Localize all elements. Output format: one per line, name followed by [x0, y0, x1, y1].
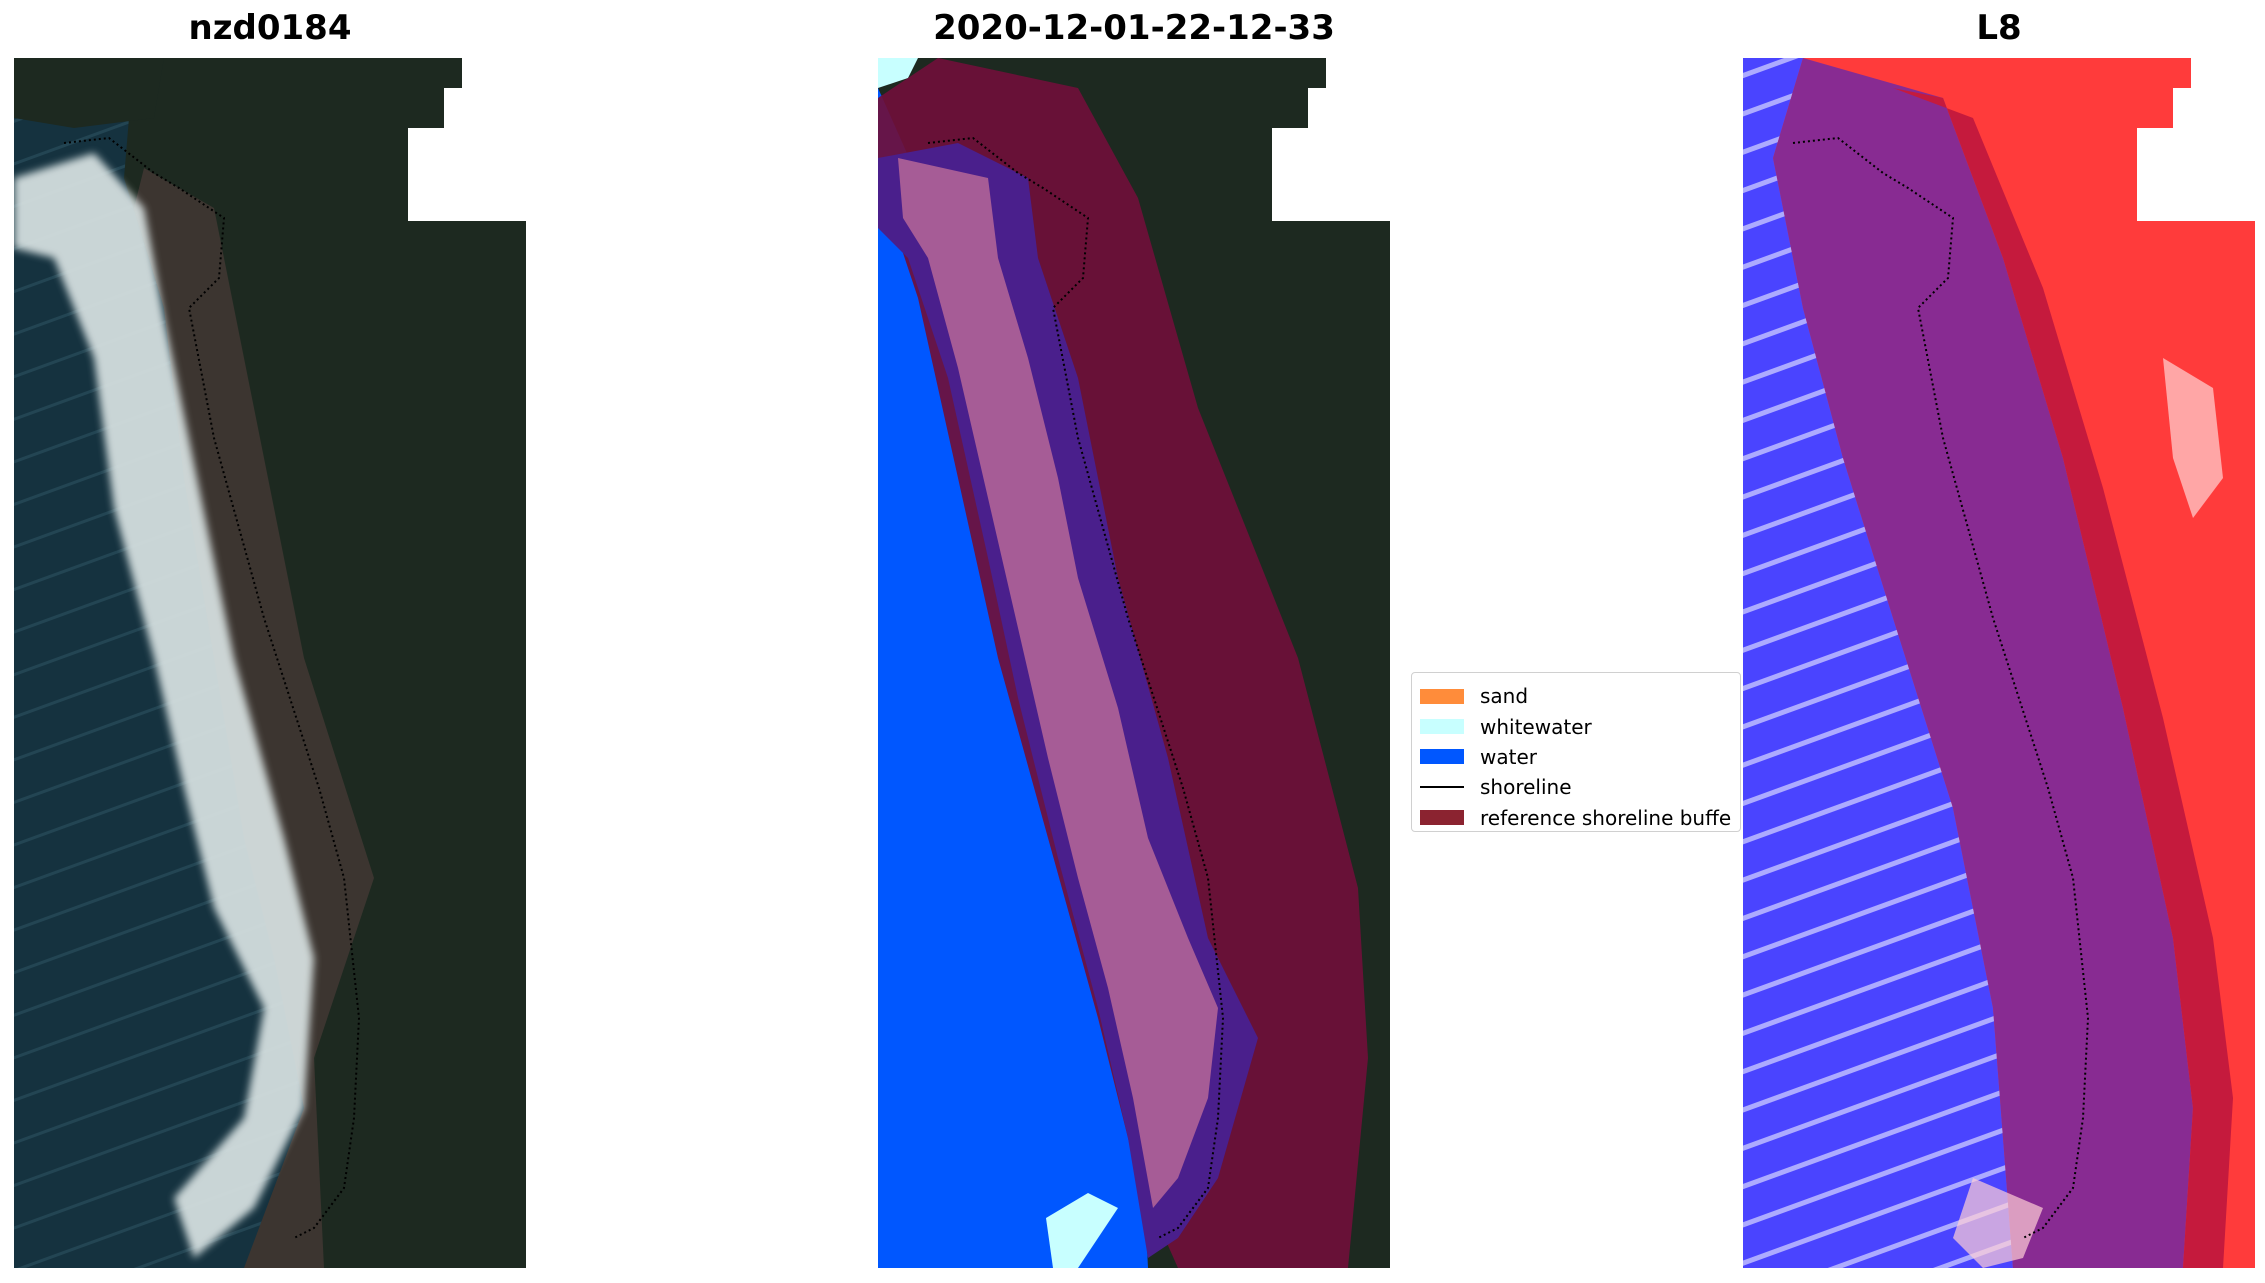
legend-label: sand	[1480, 684, 1529, 709]
legend-item-reference-buffer: reference shoreline buffe	[1420, 803, 1740, 833]
panel-title-classification: 2020-12-01-22-12-33	[933, 8, 1335, 48]
legend-line-shoreline	[1420, 786, 1464, 789]
legend-label: water	[1480, 744, 1537, 769]
legend-swatch-reference-buffer	[1420, 810, 1464, 826]
legend-item-sand: sand	[1420, 681, 1740, 711]
panel-title-index: L8	[1976, 8, 2022, 48]
legend-item-whitewater: whitewater	[1420, 711, 1740, 741]
legend: sand whitewater water shoreline referenc…	[1411, 672, 1741, 832]
legend-item-shoreline: shoreline	[1420, 772, 1740, 802]
panel-title-rgb: nzd0184	[188, 8, 352, 48]
legend-label: shoreline	[1480, 775, 1572, 800]
index-map	[1743, 58, 2255, 1268]
legend-item-water: water	[1420, 742, 1740, 772]
rgb-satellite-image	[14, 58, 526, 1268]
classification-map	[878, 58, 1390, 1268]
legend-swatch-water	[1420, 749, 1464, 765]
legend-swatch-whitewater	[1420, 719, 1464, 735]
legend-label: reference shoreline buffe	[1480, 805, 1732, 830]
legend-label: whitewater	[1480, 714, 1592, 739]
legend-swatch-sand	[1420, 688, 1464, 704]
